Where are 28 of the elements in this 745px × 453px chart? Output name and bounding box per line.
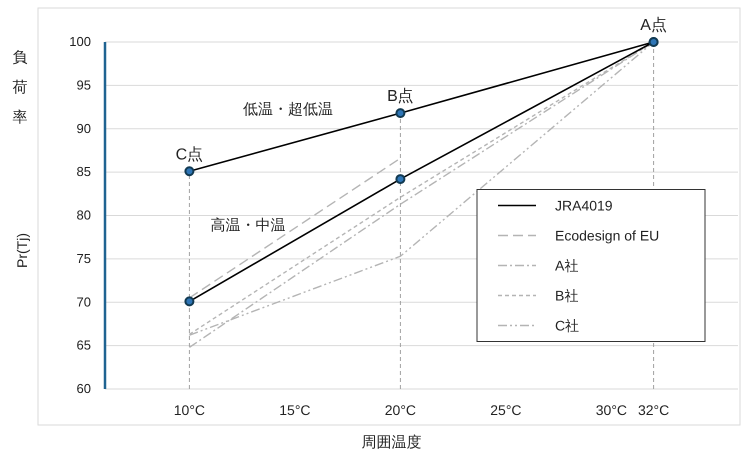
y-tick-label: 75 bbox=[76, 250, 91, 266]
annotation: A点 bbox=[640, 16, 667, 34]
legend-label: B社 bbox=[555, 288, 578, 304]
y-axis-title: Pr(Tj) bbox=[14, 233, 30, 268]
annotation: 高温・中温 bbox=[210, 217, 286, 234]
legend-label: JRA4019 bbox=[555, 198, 613, 214]
annotation: 低温・超低温 bbox=[243, 101, 333, 118]
x-tick-label: 25°C bbox=[490, 402, 522, 418]
y-tick-label: 90 bbox=[76, 120, 91, 136]
text: 負荷率 bbox=[12, 49, 28, 126]
annotation: C点 bbox=[176, 145, 204, 164]
x-tick-label: 30°C bbox=[596, 402, 628, 418]
legend-label: C社 bbox=[555, 318, 580, 334]
y-tick-label: 85 bbox=[76, 164, 91, 180]
y-tick-label: 80 bbox=[76, 208, 91, 222]
x-tick-label: 10°C bbox=[174, 402, 206, 418]
y-tick-label: 60 bbox=[76, 381, 91, 396]
legend-label: A社 bbox=[555, 258, 578, 274]
x-axis-title: 周囲温度 bbox=[362, 434, 422, 451]
y-tick-label: 65 bbox=[76, 338, 91, 353]
y-tick-label: 95 bbox=[76, 77, 91, 92]
legend-label: Ecodesign of EU bbox=[555, 228, 660, 244]
x-tick-label: 32°C bbox=[638, 402, 670, 418]
x-tick-label: 15°C bbox=[279, 402, 311, 418]
y-tick-label: 70 bbox=[76, 294, 91, 310]
x-tick-label: 20°C bbox=[384, 402, 416, 418]
annotation: B点 bbox=[387, 87, 414, 106]
y-tick-label: 100 bbox=[69, 34, 91, 49]
